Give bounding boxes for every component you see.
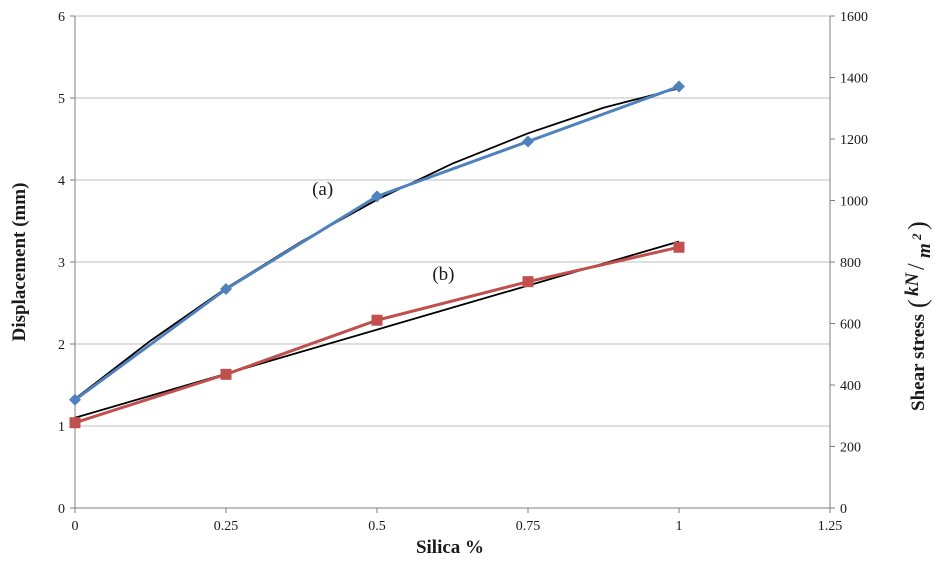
tick-labels: 0 0.25 0.5 0.75 1 1.25 0 1 2 3 4 5 6 0 200 400 600 800 100… (58, 10, 868, 534)
y-right-tick-label: 200 (840, 441, 861, 456)
y-right-tick-label: 0 (840, 502, 847, 517)
y-left-tick-label: 5 (58, 92, 65, 107)
data-point (371, 314, 383, 326)
y-left-tick-label: 0 (58, 502, 65, 517)
series-line-1 (74, 85, 680, 402)
y-right-tick-label: 400 (840, 379, 861, 394)
data-point (69, 417, 81, 429)
data-point (522, 276, 534, 288)
y-axis-right-title-text: Shear stress (908, 314, 929, 411)
unit-exponent: 2 (909, 233, 924, 241)
x-tick-label: 0 (72, 519, 79, 534)
x-tick-label: 1 (676, 519, 683, 534)
y-axis-left-title: Displacement (mm) (9, 183, 30, 342)
y-left-tick-label: 4 (58, 174, 65, 189)
y-right-tick-label: 1000 (840, 195, 868, 210)
data-point (673, 80, 685, 93)
trend-line (74, 87, 680, 400)
plot-area: (a) (b) (69, 80, 685, 429)
y-left-tick-label: 6 (58, 10, 65, 25)
data-point (69, 393, 81, 406)
y-right-tick-label: 800 (840, 256, 861, 271)
unit-open-paren: ( (903, 299, 932, 308)
unit-slash: / (904, 263, 930, 270)
data-point (220, 368, 232, 380)
y-left-tick-label: 3 (58, 256, 65, 271)
data-point (522, 135, 534, 148)
y-left-tick-label: 1 (58, 420, 65, 435)
x-tick-label: 0.25 (214, 519, 239, 534)
y-right-tick-label: 1600 (840, 10, 868, 25)
x-tick-label: 0.5 (368, 519, 386, 534)
y-right-tick-label: 1400 (840, 72, 868, 87)
axes (70, 15, 835, 513)
y-right-tick-label: 1200 (840, 133, 868, 148)
grid-lines (75, 15, 830, 427)
data-point (220, 283, 232, 296)
unit-denominator: m (914, 243, 935, 258)
y-left-tick-label: 2 (58, 338, 65, 353)
y-right-tick-label: 600 (840, 318, 861, 333)
x-tick-label: 0.75 (516, 519, 541, 534)
data-point (673, 241, 685, 253)
series-label: (a) (312, 179, 333, 200)
unit-numerator: kN (902, 272, 923, 297)
x-tick-label: 1.25 (818, 519, 843, 534)
x-axis-title: Silica % (416, 537, 484, 558)
y-axis-right-title: Shear stress ( kN / m 2 ) (902, 221, 935, 411)
unit-close-paren: ) (903, 221, 932, 230)
data-point (371, 190, 383, 203)
series-label: (b) (432, 264, 454, 285)
